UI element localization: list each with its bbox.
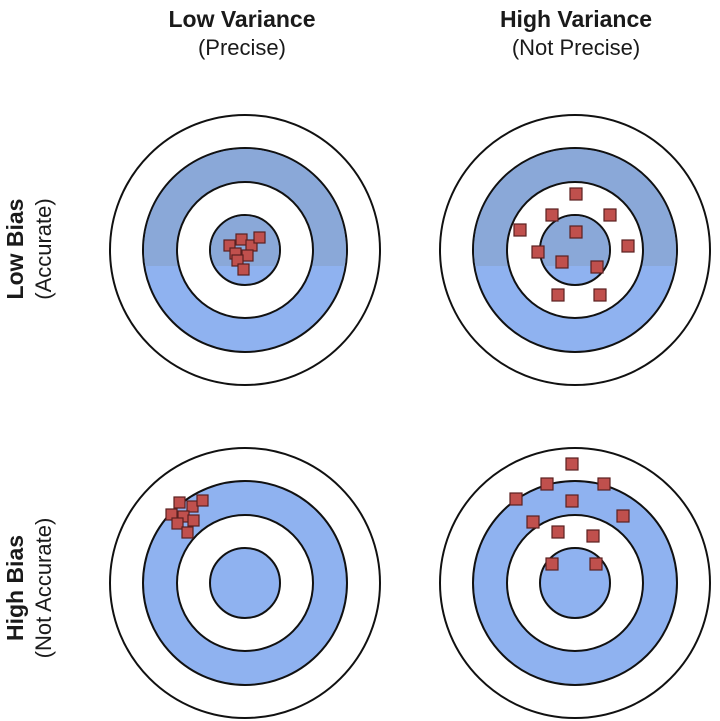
hit-marker <box>603 208 617 222</box>
hit-marker <box>586 529 600 543</box>
hit-marker <box>171 517 184 530</box>
target-bullseye <box>209 547 281 619</box>
hit-marker <box>589 557 603 571</box>
hit-marker <box>253 231 266 244</box>
hit-marker <box>565 494 579 508</box>
hit-marker <box>187 514 200 527</box>
hit-marker <box>616 509 630 523</box>
hit-marker <box>235 233 248 246</box>
target-high-bias-high-variance <box>439 447 711 719</box>
hit-marker <box>555 255 569 269</box>
hit-marker <box>531 245 545 259</box>
hit-marker <box>551 525 565 539</box>
column-subtitle: (Precise) <box>197 35 286 60</box>
hit-marker <box>241 249 254 262</box>
hit-marker <box>186 500 199 513</box>
hit-marker <box>545 557 559 571</box>
target-low-bias-low-variance <box>109 114 381 386</box>
column-header-high-variance: High Variance (Not Precise) <box>446 4 706 62</box>
column-title: Low Variance <box>168 6 316 32</box>
hit-marker <box>540 477 554 491</box>
target-bullseye-shade <box>541 216 609 266</box>
hit-marker <box>513 223 527 237</box>
column-header-low-variance: Low Variance (Precise) <box>112 4 372 62</box>
hit-marker <box>593 288 607 302</box>
hit-marker <box>569 225 583 239</box>
hit-marker <box>565 457 579 471</box>
hit-marker <box>237 263 250 276</box>
hit-marker <box>526 515 540 529</box>
target-low-bias-high-variance <box>439 114 711 386</box>
target-high-bias-low-variance <box>109 447 381 719</box>
column-subtitle: (Not Precise) <box>511 35 641 60</box>
hit-marker <box>590 260 604 274</box>
hit-marker <box>181 526 194 539</box>
hit-marker <box>597 477 611 491</box>
hit-marker <box>509 492 523 506</box>
hit-marker <box>196 494 209 507</box>
hit-marker <box>173 496 186 509</box>
hit-marker <box>569 187 583 201</box>
hit-marker <box>545 208 559 222</box>
hit-marker <box>621 239 635 253</box>
hit-marker <box>551 288 565 302</box>
column-title: High Variance <box>499 6 653 32</box>
